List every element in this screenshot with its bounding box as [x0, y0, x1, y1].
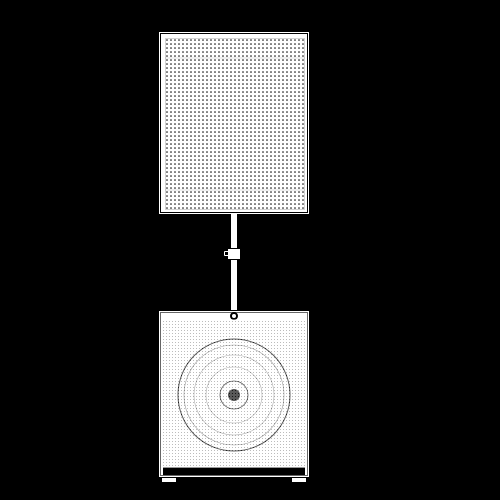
speaker-pole: [231, 214, 237, 310]
pole-adjust-knob: [224, 251, 229, 256]
speaker-system-diagram: [0, 0, 500, 500]
pole-collar: [227, 248, 241, 260]
subwoofer-cabinet: [158, 310, 310, 478]
top-speaker-body: [161, 34, 307, 212]
speaker-grille-icon: [165, 38, 305, 210]
subwoofer-foot-left: [162, 478, 176, 482]
subwoofer-face: [159, 311, 309, 477]
top-speaker-cabinet: [159, 32, 309, 214]
subwoofer-foot-right: [292, 478, 306, 482]
